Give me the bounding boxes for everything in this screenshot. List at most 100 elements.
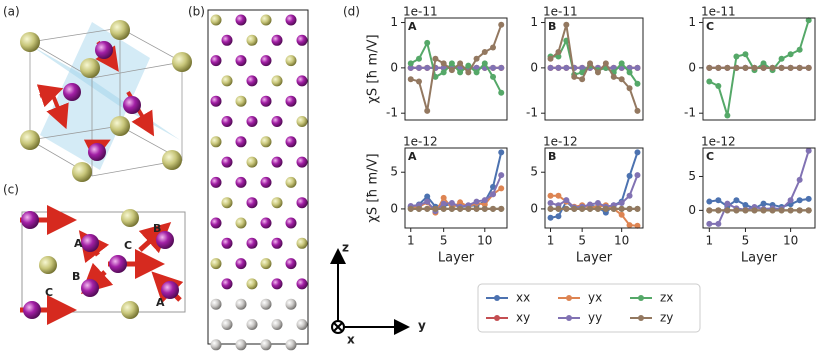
data-point <box>778 64 785 71</box>
x-axis-label: Layer <box>576 251 613 266</box>
atom <box>285 95 297 107</box>
data-point <box>724 207 731 214</box>
data-point <box>473 69 480 76</box>
data-point <box>742 51 749 58</box>
data-point <box>563 21 570 28</box>
atom <box>260 95 272 107</box>
y-tick-label: 0 <box>688 60 696 74</box>
data-point <box>760 200 767 207</box>
atom <box>235 136 247 148</box>
data-point <box>473 205 480 212</box>
y-tick-label: 5 <box>530 165 538 179</box>
atom <box>235 298 247 310</box>
y-tick-label: 0 <box>530 201 538 215</box>
atom <box>221 75 233 87</box>
data-point <box>587 60 594 67</box>
data-point <box>751 64 758 71</box>
y-tick-label: -1 <box>386 106 398 120</box>
data-point <box>457 199 464 206</box>
offset-label: 1e-11 <box>403 5 438 19</box>
data-point <box>778 55 785 62</box>
data-point <box>751 207 758 214</box>
data-point <box>457 69 464 76</box>
axes-glyph <box>330 248 410 335</box>
data-point <box>571 205 578 212</box>
panel-label: (b) <box>188 5 205 19</box>
data-point <box>626 172 633 179</box>
site-label: A <box>74 237 83 250</box>
legend-marker <box>638 295 644 301</box>
atom <box>285 176 297 188</box>
data-point <box>742 64 749 71</box>
plot-frame <box>544 17 644 121</box>
data-point <box>490 64 497 71</box>
data-point <box>473 55 480 62</box>
data-point <box>571 73 578 80</box>
y-tick-label: 5 <box>390 165 398 179</box>
y-tick-label: 0 <box>390 201 398 215</box>
data-point <box>415 205 422 212</box>
data-point <box>715 197 722 204</box>
offset-label: 1e-12 <box>543 135 578 149</box>
y-tick-label: -1 <box>526 106 538 120</box>
panel-title: B <box>548 150 556 163</box>
data-point <box>415 78 422 85</box>
data-point <box>715 64 722 71</box>
data-point <box>563 197 570 204</box>
data-point <box>448 200 455 207</box>
atom <box>221 278 233 290</box>
data-point <box>547 64 554 71</box>
data-point <box>634 205 641 212</box>
data-point <box>407 64 414 71</box>
legend-marker <box>566 315 572 321</box>
data-point <box>706 78 713 85</box>
data-point <box>498 172 505 179</box>
data-point <box>579 205 586 212</box>
axis-glyph-label: x <box>347 333 355 347</box>
data-point <box>481 197 488 204</box>
data-point <box>432 205 439 212</box>
legend-marker <box>566 295 572 301</box>
atom <box>260 136 272 148</box>
data-point <box>706 207 713 214</box>
x-tick-label: 5 <box>578 234 586 248</box>
data-point <box>706 198 713 205</box>
data-point <box>498 21 505 28</box>
atom <box>296 278 308 290</box>
atom <box>271 156 283 168</box>
data-point <box>555 213 562 220</box>
data-point <box>424 39 431 46</box>
data-point <box>457 60 464 67</box>
data-point <box>465 62 472 69</box>
site-label: B <box>72 270 80 283</box>
plot-frame <box>702 17 816 121</box>
data-point <box>796 46 803 53</box>
slab-frame <box>207 9 309 345</box>
data-point <box>498 149 505 156</box>
data-point <box>555 192 562 199</box>
panel-label: (c) <box>3 183 19 197</box>
data-point <box>796 176 803 183</box>
data-point <box>448 205 455 212</box>
data-point <box>465 205 472 212</box>
data-point <box>481 49 488 55</box>
atom <box>296 116 308 127</box>
data-point <box>796 207 803 214</box>
data-point <box>626 69 633 76</box>
data-point <box>407 76 414 83</box>
atom <box>246 278 258 290</box>
atom <box>246 197 258 209</box>
data-point <box>634 149 641 156</box>
data-point <box>547 205 554 212</box>
atom <box>260 176 272 188</box>
data-point <box>432 55 439 62</box>
data-point <box>634 80 641 87</box>
atom <box>210 298 222 310</box>
data-point <box>610 73 617 80</box>
data-point <box>733 53 740 60</box>
legend-box <box>477 283 701 333</box>
y-axis-label: χS [ħ m/V] <box>366 153 381 222</box>
panel-title: A <box>408 20 417 33</box>
data-point <box>555 53 562 60</box>
data-point <box>563 205 570 212</box>
